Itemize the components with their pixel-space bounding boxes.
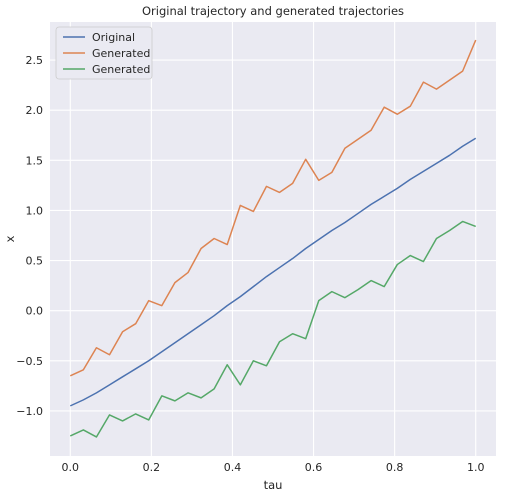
y-tick-label: 0.0 (26, 305, 44, 318)
y-axis-label: x (3, 235, 17, 242)
x-tick-label: 0.6 (305, 461, 323, 474)
plot-area (50, 22, 496, 456)
x-tick-label: 0.2 (143, 461, 161, 474)
y-tick-label: 2.5 (26, 54, 44, 67)
y-tick-label: −0.5 (16, 355, 43, 368)
x-tick-label: 0.4 (224, 461, 242, 474)
x-tick-label: 0.8 (386, 461, 404, 474)
series-lines (69, 39, 477, 438)
y-tick-label: 1.0 (26, 204, 44, 217)
y-tick-labels: −1.0 −0.5 0.0 0.5 1.0 1.5 2.0 2.5 (16, 54, 43, 418)
y-tick-label: 0.5 (26, 255, 44, 268)
x-tick-label: 1.0 (467, 461, 485, 474)
legend: Original Generated Generated (55, 26, 153, 80)
y-tick-label: −1.0 (16, 405, 43, 418)
legend-label: Generated (92, 63, 150, 76)
legend-box (55, 26, 153, 80)
legend-label: Generated (92, 47, 150, 60)
x-tick-label: 0.0 (62, 461, 80, 474)
chart-title: Original trajectory and generated trajec… (142, 4, 404, 18)
series-line-0 (69, 137, 477, 407)
x-axis-label: tau (264, 478, 283, 492)
y-tick-label: 2.0 (26, 104, 44, 117)
y-tick-label: 1.5 (26, 154, 44, 167)
x-tick-labels: 0.0 0.2 0.4 0.6 0.8 1.0 (62, 461, 485, 474)
series-line-1 (69, 39, 477, 377)
legend-label: Original (92, 31, 135, 44)
series-line-2 (69, 220, 476, 438)
